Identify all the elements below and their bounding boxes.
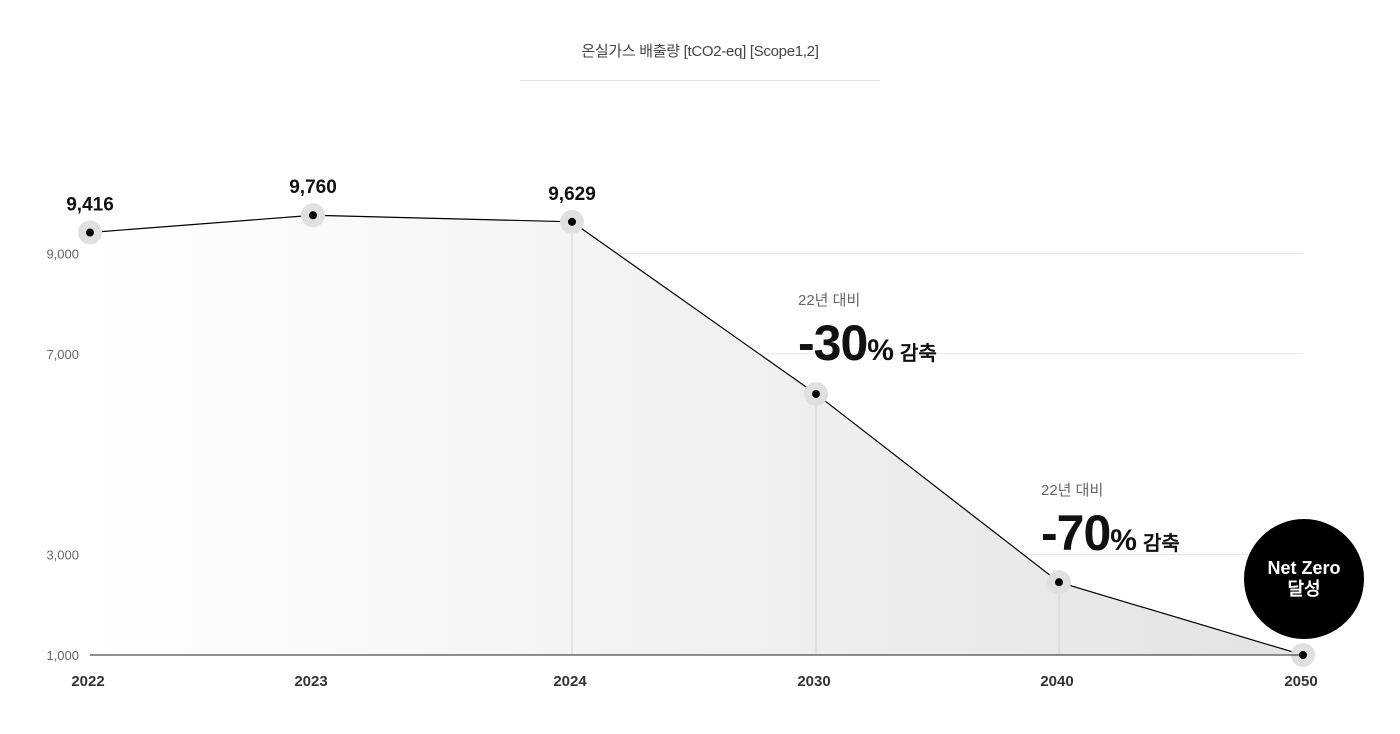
callout-2040: 22년 대비 -70% 감축 [1041, 479, 1180, 562]
data-point [86, 228, 94, 237]
data-label: 9,629 [548, 184, 596, 205]
chart-title: 온실가스 배출량 [tCO2-eq] [Scope1,2] [581, 43, 819, 60]
x-tick-label: 2024 [553, 673, 587, 690]
callout-2030-caption: 22년 대비 [798, 292, 861, 309]
callout-2040-caption: 22년 대비 [1041, 482, 1104, 499]
y-tick-label: 9,000 [46, 246, 79, 261]
data-label: 9,416 [66, 195, 114, 216]
x-tick-label: 2040 [1040, 673, 1073, 690]
callout-2040-unit: % [1110, 524, 1137, 557]
callout-2040-word: 감축 [1142, 533, 1180, 555]
net-zero-badge: Net Zero 달성 [1244, 519, 1364, 639]
x-tick-label: 2030 [797, 673, 830, 690]
y-tick-label: 1,000 [46, 648, 79, 663]
x-tick-label: 2050 [1284, 673, 1317, 690]
callout-2030-value: -30 [798, 315, 868, 371]
data-point [568, 217, 576, 226]
data-point [309, 211, 317, 220]
data-point [812, 389, 820, 398]
callout-2030-word: 감축 [899, 343, 937, 365]
callout-2040-value: -70 [1041, 505, 1111, 561]
y-tick-label: 7,000 [46, 347, 79, 362]
area-fill [90, 215, 1303, 656]
y-tick-label: 3,000 [46, 548, 79, 563]
net-zero-line1: Net Zero [1267, 558, 1341, 578]
net-zero-line2: 달성 [1287, 579, 1321, 599]
callout-2030-unit: % [867, 334, 894, 367]
callout-2030: 22년 대비 -30% 감축 [798, 289, 937, 372]
data-point [1055, 578, 1063, 587]
x-tick-label: 2022 [71, 673, 104, 690]
data-label: 9,760 [289, 177, 337, 198]
x-tick-label: 2023 [294, 673, 327, 690]
title-divider [520, 80, 880, 81]
series-line [89, 214, 1304, 656]
